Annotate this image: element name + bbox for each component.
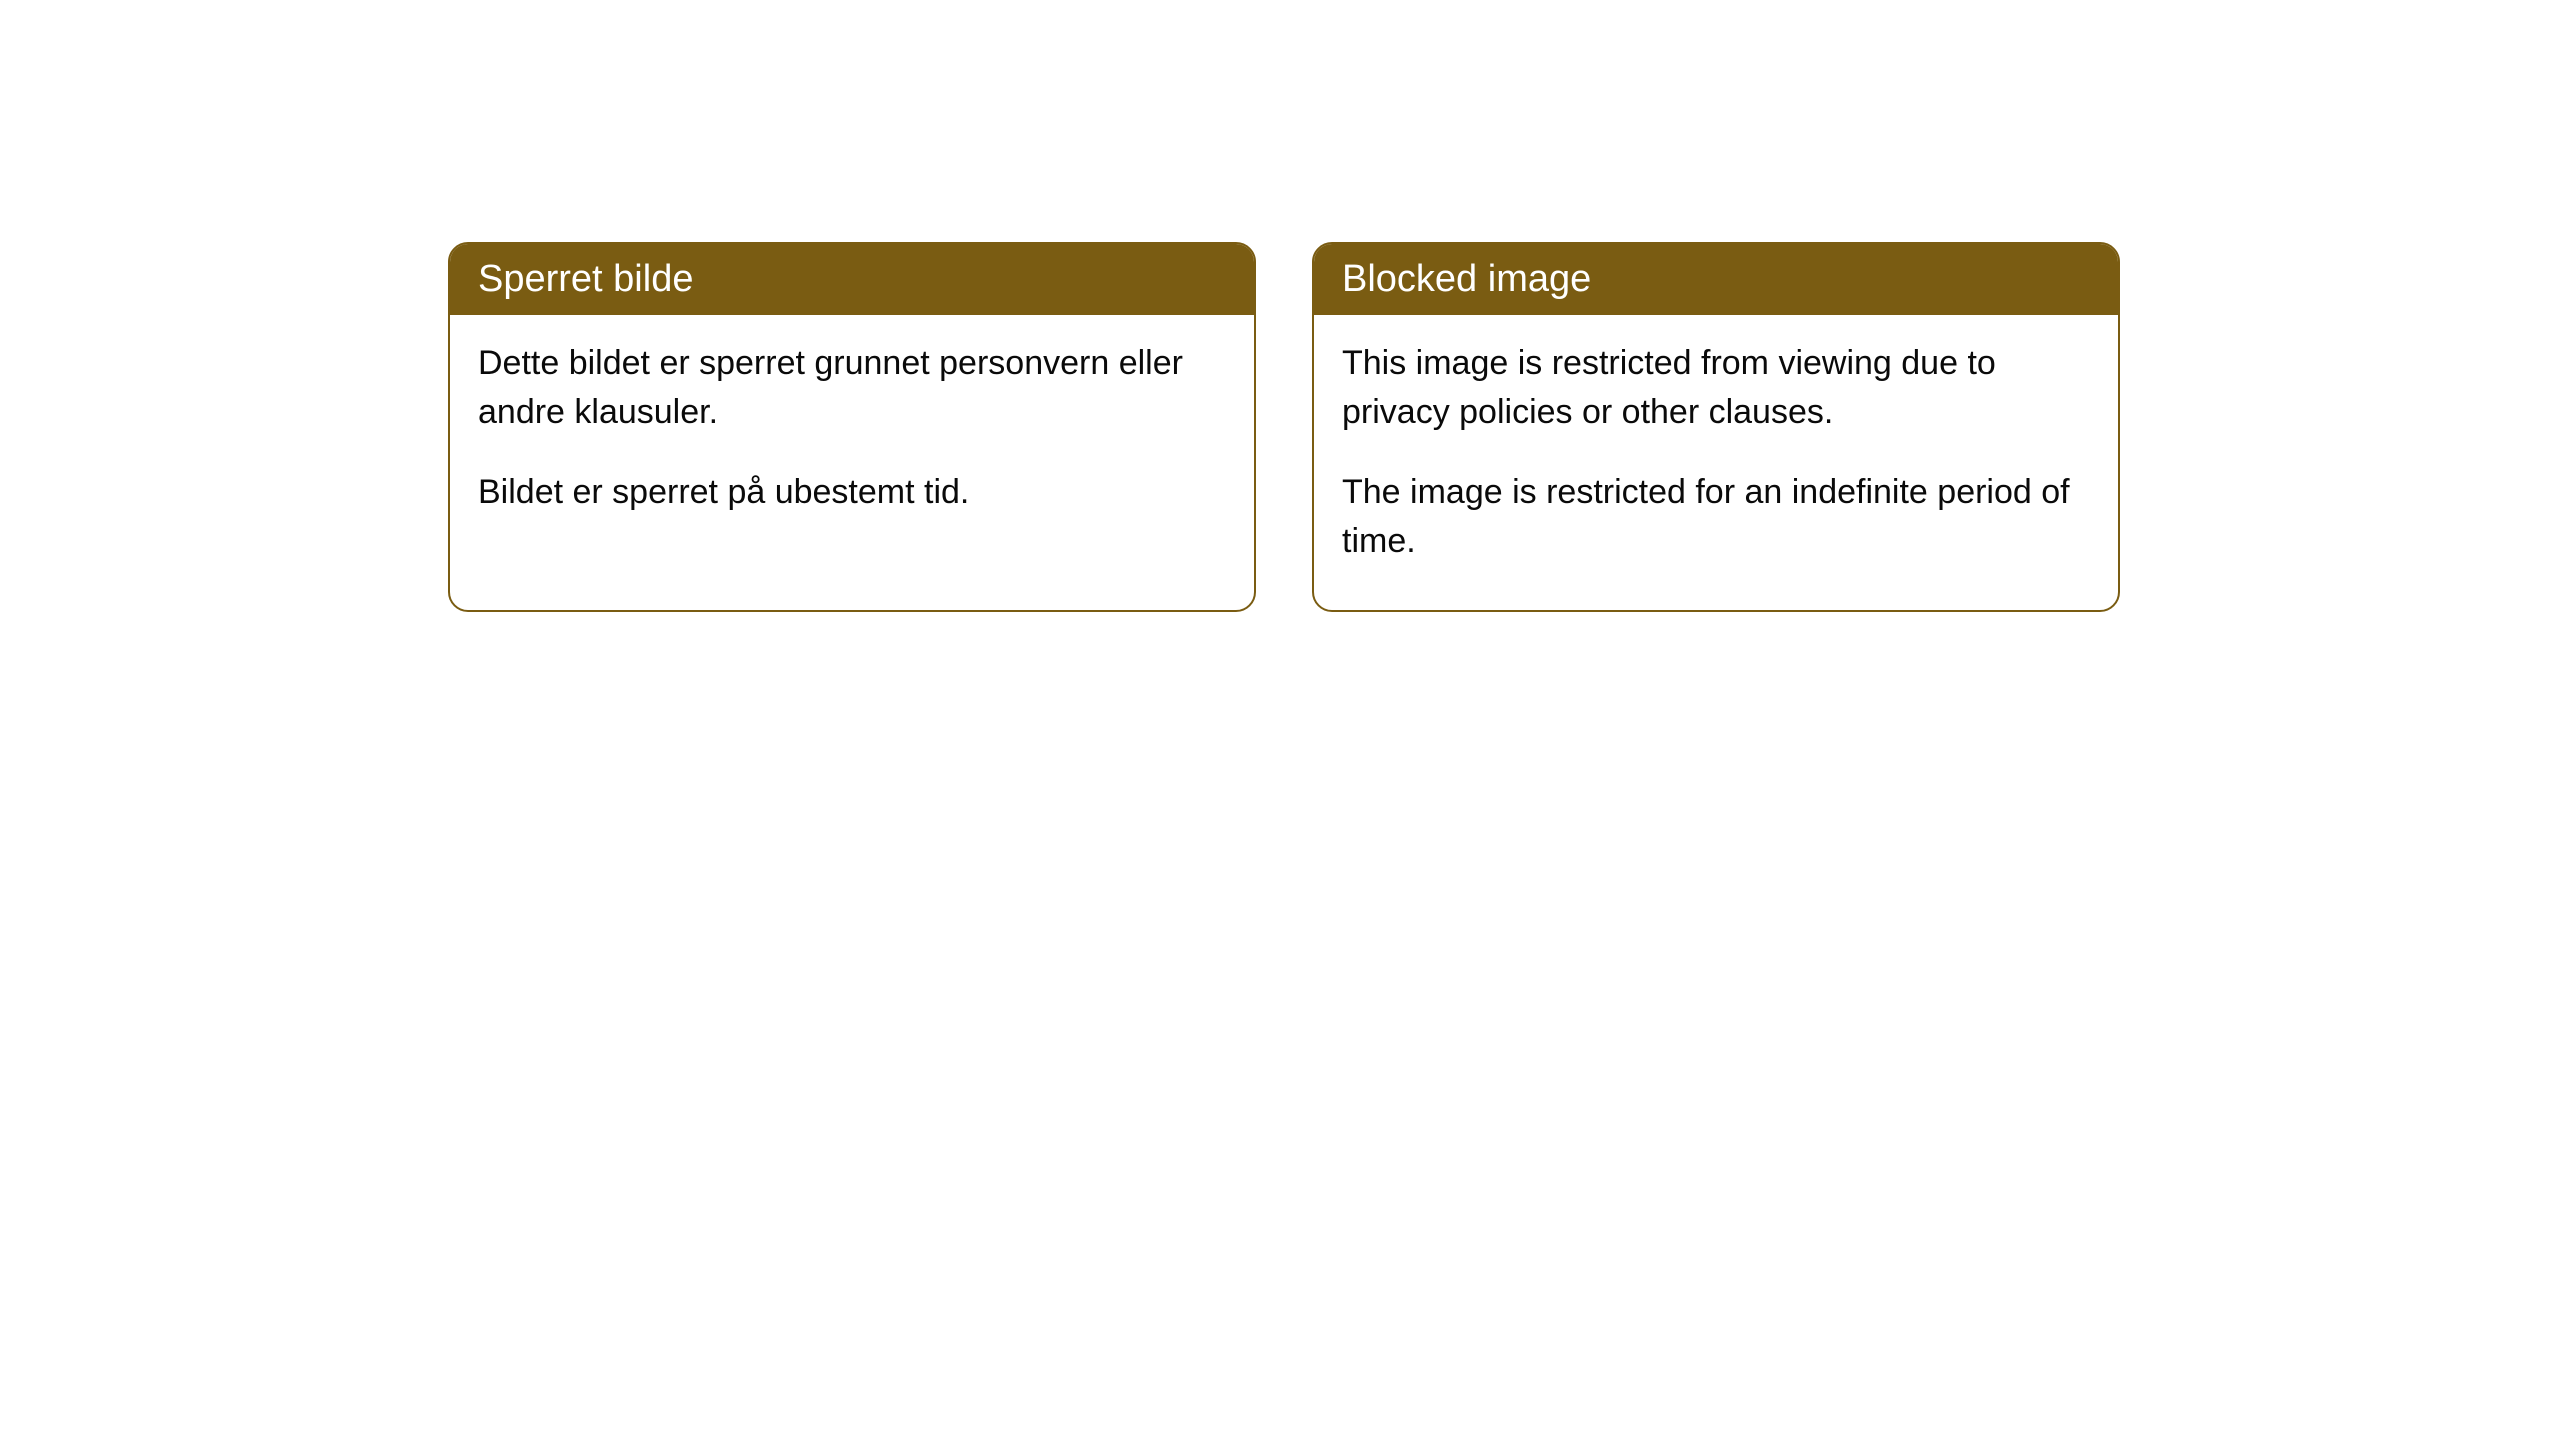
card-header-english: Blocked image [1314, 244, 2118, 315]
card-header-norwegian: Sperret bilde [450, 244, 1254, 315]
card-text-1-english: This image is restricted from viewing du… [1342, 339, 2090, 438]
card-text-2-norwegian: Bildet er sperret på ubestemt tid. [478, 468, 1226, 517]
card-body-norwegian: Dette bildet er sperret grunnet personve… [450, 315, 1254, 561]
notice-container: Sperret bilde Dette bildet er sperret gr… [0, 0, 2560, 612]
card-text-1-norwegian: Dette bildet er sperret grunnet personve… [478, 339, 1226, 438]
card-text-2-english: The image is restricted for an indefinit… [1342, 468, 2090, 567]
notice-card-english: Blocked image This image is restricted f… [1312, 242, 2120, 612]
card-body-english: This image is restricted from viewing du… [1314, 315, 2118, 610]
notice-card-norwegian: Sperret bilde Dette bildet er sperret gr… [448, 242, 1256, 612]
